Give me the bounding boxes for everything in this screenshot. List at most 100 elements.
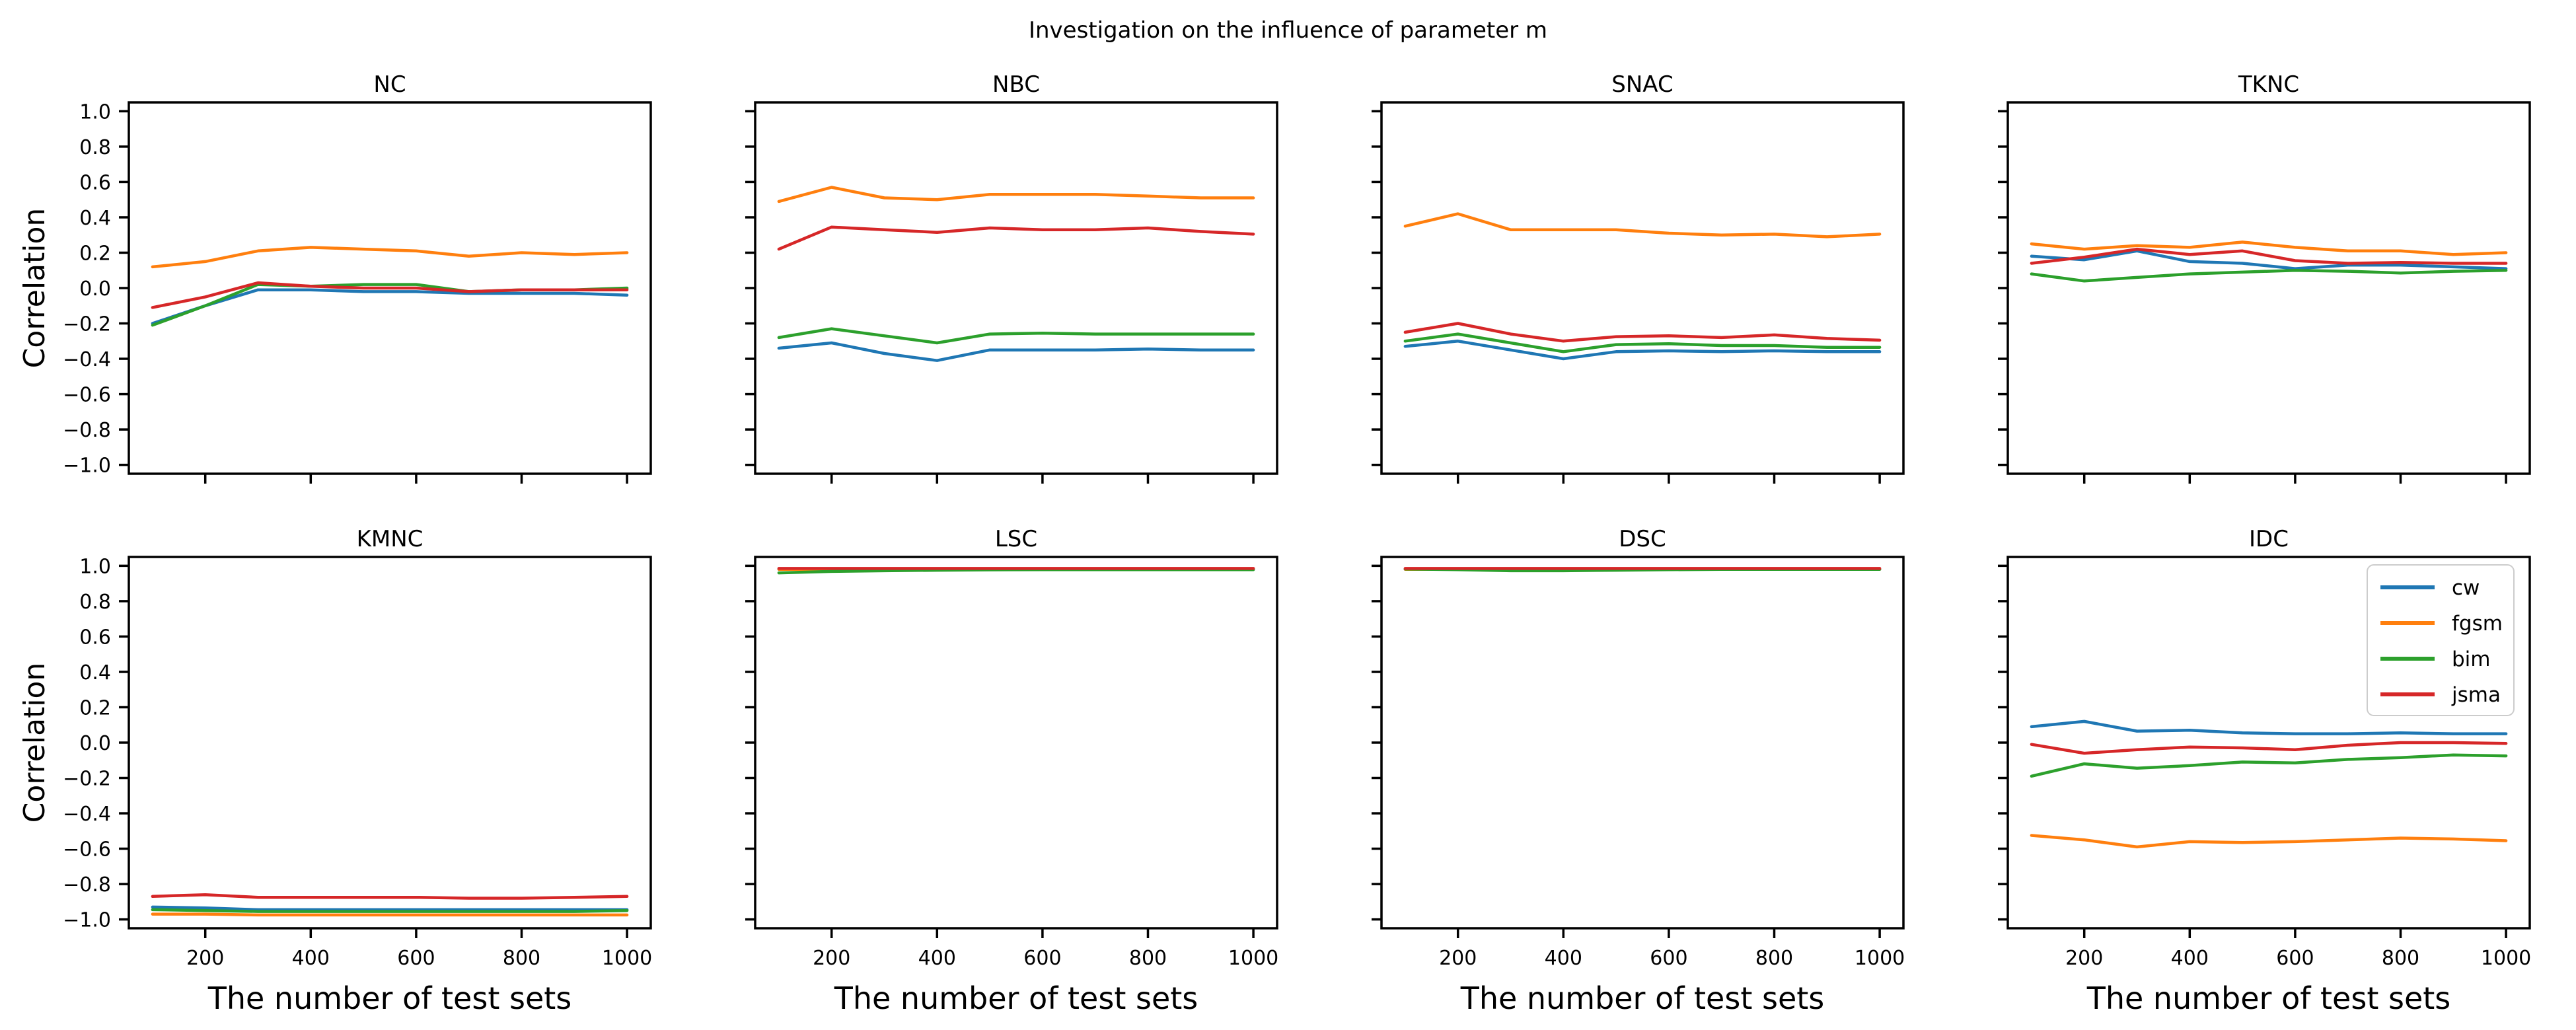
line-bim xyxy=(1403,332,1882,353)
line-fgsm xyxy=(2030,240,2508,256)
x-axis-label: The number of test sets xyxy=(2086,980,2451,1016)
y-tick-label: 0.8 xyxy=(79,591,111,614)
x-tick-label: 800 xyxy=(1755,947,1793,970)
x-tick-label: 800 xyxy=(1129,947,1167,970)
subplot-IDC: 200 400 600 800 1000 IDC The number of test se… xyxy=(1998,526,2531,1016)
x-tick-label: 1000 xyxy=(2481,947,2531,970)
x-tick-label: 600 xyxy=(2276,947,2314,970)
axes-frame xyxy=(2006,101,2531,475)
line-fgsm xyxy=(1403,212,1882,239)
y-tick-label: 0.2 xyxy=(79,242,111,265)
line-jsma xyxy=(2030,247,2508,265)
subplot-NBC: NBC xyxy=(745,71,1278,484)
y-axis-label: Correlation xyxy=(18,663,52,823)
x-axis-label: The number of test sets xyxy=(834,980,1198,1016)
axes-frame xyxy=(1380,101,1905,475)
legend-box xyxy=(2367,564,2515,716)
subplot-title: NC xyxy=(373,71,406,98)
line-fgsm xyxy=(151,912,629,917)
subplot-LSC: 200 400 600 800 1000 LSC The number of test se… xyxy=(745,526,1278,1016)
x-tick-label: 600 xyxy=(1650,947,1687,970)
line-bim xyxy=(777,327,1255,345)
subplot-title: DSC xyxy=(1619,526,1666,552)
legend-label-fgsm: fgsm xyxy=(2452,612,2503,636)
line-cw xyxy=(777,341,1255,362)
line-bim xyxy=(2030,268,2508,283)
line-fgsm xyxy=(2030,834,2508,849)
x-tick-label: 600 xyxy=(1023,947,1061,970)
x-axis-label: The number of test sets xyxy=(1460,980,1825,1016)
subplot-TKNC: TKNC xyxy=(1998,71,2531,484)
x-tick-label: 600 xyxy=(397,947,435,970)
subplot-title: TKNC xyxy=(2238,71,2299,98)
legend-item-cw: cw xyxy=(2380,576,2480,600)
line-fgsm xyxy=(151,246,629,269)
y-tick-label: 0.8 xyxy=(79,136,111,159)
line-jsma xyxy=(151,893,629,900)
x-tick-label: 800 xyxy=(2382,947,2419,970)
subplot-title: SNAC xyxy=(1611,71,1673,98)
line-cw xyxy=(2030,249,2508,270)
x-tick-label: 400 xyxy=(2171,947,2209,970)
line-cw xyxy=(2030,719,2508,735)
x-tick-label: 1000 xyxy=(1228,947,1278,970)
line-bim xyxy=(2030,753,2508,778)
y-axis-label: Correlation xyxy=(18,208,52,369)
x-tick-label: 400 xyxy=(1545,947,1582,970)
subplot-SNAC: SNAC xyxy=(1372,71,1905,484)
subplot-title: LSC xyxy=(995,526,1037,552)
x-tick-label: 800 xyxy=(503,947,540,970)
y-tick-label: −0.6 xyxy=(63,838,111,862)
axes-frame xyxy=(128,556,652,930)
x-tick-label: 1000 xyxy=(1855,947,1905,970)
legend-label-jsma: jsma xyxy=(2451,683,2501,707)
subplot-title: KMNC xyxy=(357,526,423,552)
y-tick-label: −0.4 xyxy=(63,348,111,371)
y-tick-label: 1.0 xyxy=(79,100,111,124)
line-cw xyxy=(151,288,629,325)
y-tick-label: −1.0 xyxy=(63,455,111,478)
y-tick-label: −0.6 xyxy=(63,384,111,407)
line-cw xyxy=(151,905,629,912)
line-fgsm xyxy=(777,186,1255,203)
y-tick-label: 0.6 xyxy=(79,171,111,194)
y-tick-label: 0.0 xyxy=(79,732,111,755)
x-axis-label: The number of test sets xyxy=(207,980,572,1016)
y-tick-label: −0.2 xyxy=(63,313,111,336)
y-tick-label: −0.8 xyxy=(63,419,111,442)
subplot-DSC: 200 400 600 800 1000 DSC The number of test se… xyxy=(1372,526,1905,1016)
line-bim xyxy=(151,908,629,913)
x-tick-label: 200 xyxy=(1439,947,1477,970)
line-jsma xyxy=(777,225,1255,251)
subplot-NC: 1.0 0.8 0.6 0.4 0.2 0.0 −0.2 −0.4 −0.6 −0.8 −1.0 NC… xyxy=(18,71,652,484)
figure-title: Investigation on the influence of parame… xyxy=(1028,17,1548,44)
legend-label-bim: bim xyxy=(2452,647,2491,671)
x-tick-label: 400 xyxy=(918,947,956,970)
line-jsma xyxy=(151,281,629,309)
legend-item-fgsm: fgsm xyxy=(2380,612,2503,636)
line-jsma xyxy=(2030,741,2508,755)
subplot-title: IDC xyxy=(2249,526,2289,552)
x-tick-label: 400 xyxy=(292,947,330,970)
legend: cw fgsm bim jsma xyxy=(2367,564,2515,716)
y-tick-label: 1.0 xyxy=(79,555,111,578)
axes-frame xyxy=(1380,556,1905,930)
axes-frame xyxy=(754,101,1278,475)
line-cw xyxy=(1403,340,1882,361)
y-tick-label: −0.4 xyxy=(63,803,111,826)
x-tick-label: 200 xyxy=(813,947,850,970)
y-tick-label: 0.4 xyxy=(79,661,111,684)
axes-frame xyxy=(754,556,1278,930)
y-tick-label: 0.4 xyxy=(79,207,111,230)
y-tick-label: −1.0 xyxy=(63,909,111,932)
y-tick-label: −0.2 xyxy=(63,768,111,791)
y-tick-label: −0.8 xyxy=(63,873,111,897)
x-tick-label: 1000 xyxy=(602,947,652,970)
y-tick-label: 0.0 xyxy=(79,277,111,301)
y-tick-label: 0.2 xyxy=(79,696,111,719)
x-tick-label: 200 xyxy=(2065,947,2103,970)
y-tick-label: 0.6 xyxy=(79,626,111,649)
legend-label-cw: cw xyxy=(2452,576,2480,600)
